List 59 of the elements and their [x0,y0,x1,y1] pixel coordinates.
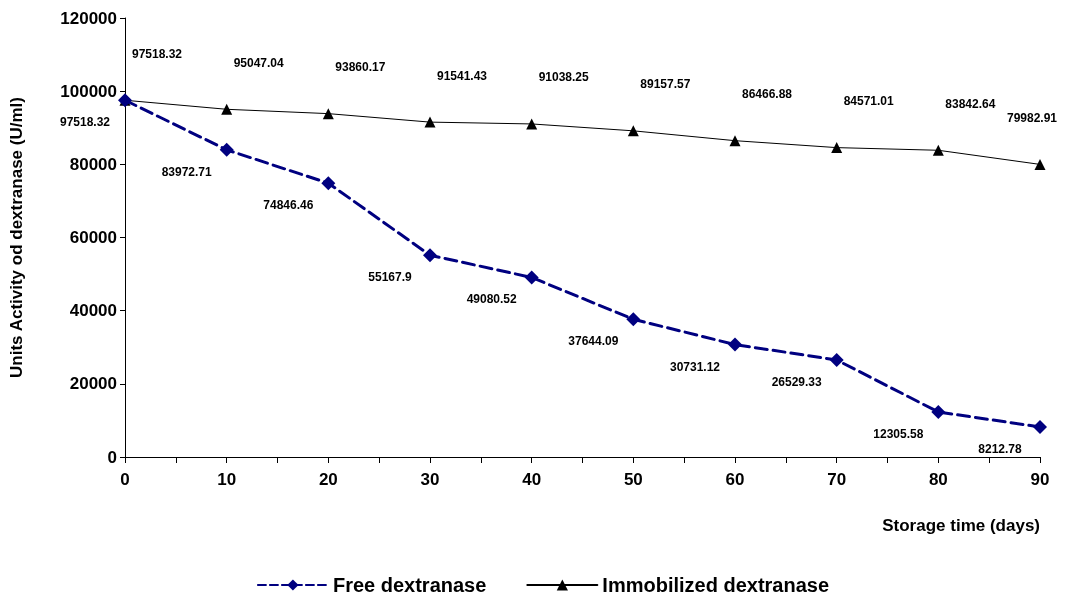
y-axis-title: Units Activity od dextranase (U/ml) [7,97,26,378]
x-tick-label: 10 [217,470,237,489]
point [1033,419,1047,434]
point [829,352,844,367]
data-label: 12305.58 [873,426,924,441]
data-label: 74846.46 [263,198,314,213]
data-label: 49080.52 [466,292,518,307]
x-tick-label: 20 [318,470,338,489]
data-label: 89157.57 [640,77,691,92]
point [424,116,436,128]
data-label: 26529.33 [771,374,823,389]
x-tick-label: 60 [725,470,745,489]
point [321,176,336,191]
point [524,270,539,285]
data-label: 84571.01 [843,94,895,109]
point [1034,158,1046,170]
point [626,312,641,327]
data-label: 93860.17 [335,60,386,75]
data-label: 97518.32 [59,115,111,130]
y-tick-label: 100000 [60,81,117,101]
legend-label: Free dextranase [332,574,487,596]
data-label: 97518.32 [131,46,183,61]
point [728,337,742,352]
y-tick-label: 0 [107,447,117,467]
x-tick-label: 90 [1030,470,1050,489]
point [526,118,538,130]
data-label: 8212.78 [978,441,1023,456]
point [831,142,843,154]
data-label: 37644.09 [568,334,619,349]
x-tick-label: 50 [623,470,643,489]
point [932,144,944,156]
point [219,142,234,157]
y-tick-label: 20000 [69,374,117,394]
data-label: 95047.04 [233,55,285,70]
y-tick-label: 60000 [69,228,117,247]
x-axis-title: Storage time (days) [882,516,1040,535]
x-tick-label: 80 [928,470,948,489]
y-tick-label: 120000 [60,8,117,28]
x-tick-label: 40 [522,470,542,489]
point [729,135,741,147]
x-tick-label: 30 [420,470,440,489]
x-tick-label: 0 [120,470,130,489]
data-label: 30731.12 [669,359,721,374]
y-tick-label: 40000 [69,301,117,321]
point [423,248,437,263]
data-label: 91541.43 [436,68,488,83]
point [627,125,639,137]
data-label: 86466.88 [741,87,793,102]
data-label: 83972.71 [161,164,213,179]
data-label: 91038.25 [538,70,590,85]
point [931,404,946,419]
data-label: 83842.64 [945,96,996,111]
data-label: 55167.9 [368,270,413,285]
point [221,103,233,115]
legend-label: Immobilized dextranase [602,574,830,596]
y-tick-label: 80000 [69,154,117,174]
data-label: 79982.91 [1006,110,1058,125]
x-tick-label: 70 [827,470,847,489]
point [322,108,334,120]
